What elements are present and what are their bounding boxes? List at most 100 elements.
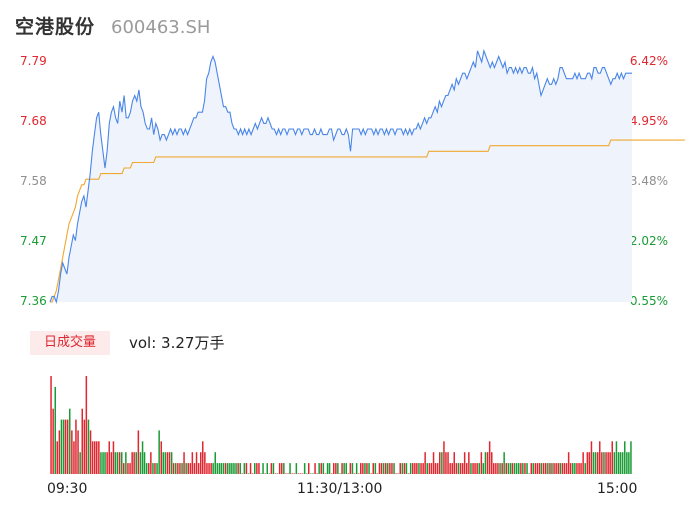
average-price-line — [50, 139, 685, 303]
volume-bar — [114, 452, 117, 474]
volume-bar — [98, 441, 100, 474]
volume-bar — [368, 463, 370, 474]
volume-bar — [399, 463, 401, 474]
volume-bar — [69, 408, 71, 474]
volume-bar — [478, 463, 480, 474]
volume-bar — [335, 463, 337, 474]
volume-bar — [345, 463, 347, 474]
price-tick-label: 7.58 — [20, 174, 47, 188]
volume-bar — [110, 452, 113, 474]
volume-bar — [349, 463, 352, 474]
volume-bar — [503, 452, 505, 474]
volume-bar — [341, 463, 343, 474]
price-area — [50, 50, 632, 302]
volume-bar — [353, 473, 356, 474]
volume-bar — [395, 473, 397, 474]
volume-bar — [262, 463, 264, 474]
volume-bar — [563, 463, 566, 474]
volume-bar — [58, 430, 61, 474]
volume-bar — [89, 430, 92, 474]
volume-bar — [389, 463, 391, 474]
volume-bar — [247, 473, 250, 474]
volume-bar — [515, 463, 518, 474]
volume-bar — [590, 441, 593, 474]
volume-bar — [283, 463, 285, 474]
volume-badge[interactable]: 日成交量 — [30, 331, 110, 355]
volume-bar — [127, 463, 129, 474]
volume-bar — [177, 463, 179, 474]
volume-bar — [613, 452, 616, 474]
volume-bar — [135, 452, 137, 474]
volume-bar — [420, 463, 422, 474]
volume-bar — [314, 463, 316, 474]
price-tick-label: 7.47 — [20, 234, 47, 248]
volume-bar — [569, 463, 572, 474]
volume-bar — [183, 452, 185, 474]
stock-code: 600463.SH — [111, 17, 211, 38]
volume-bar — [572, 463, 574, 474]
volume-bar — [524, 463, 526, 474]
volume-bar — [457, 463, 460, 474]
volume-bar — [148, 463, 150, 474]
volume-bar — [220, 463, 223, 474]
volume-bar — [528, 473, 530, 474]
volume-bar — [414, 463, 416, 474]
volume-bar — [549, 463, 551, 474]
volume-bar — [455, 463, 458, 474]
volume-bar — [412, 463, 414, 474]
volume-bar — [131, 452, 133, 474]
volume-bar — [258, 463, 260, 474]
volume-bar — [106, 452, 108, 474]
volume-bar — [474, 463, 476, 474]
volume-bar — [129, 463, 131, 474]
volume-bar — [91, 441, 94, 474]
volume-bar — [626, 452, 628, 474]
volume-bar — [301, 473, 304, 474]
volume-bar — [191, 452, 194, 474]
volume-bar — [449, 463, 451, 474]
volume-bar — [416, 463, 418, 474]
volume-bar — [534, 463, 537, 474]
volume-bar — [480, 452, 483, 474]
volume-bar — [287, 473, 289, 474]
volume-bar — [50, 376, 52, 474]
volume-bar — [175, 463, 177, 474]
volume-bar — [576, 463, 578, 474]
volume-bar — [278, 463, 281, 474]
volume-bar — [320, 463, 322, 474]
volume-bar — [195, 452, 198, 474]
volume-bar — [586, 452, 589, 474]
volume-bar — [611, 441, 613, 474]
volume-bar — [264, 473, 266, 474]
volume-bar — [559, 463, 561, 474]
volume-bar — [123, 463, 125, 474]
volume-bar — [522, 463, 524, 474]
stock-name: 空港股份 — [15, 16, 96, 38]
volume-bar — [229, 463, 231, 474]
price-tick-label: 7.79 — [20, 54, 47, 68]
volume-bar — [137, 430, 140, 474]
volume-bar — [409, 463, 412, 474]
percent-tick-label: 2.02% — [629, 234, 668, 248]
volume-bar — [451, 463, 453, 474]
volume-bar — [222, 463, 225, 474]
volume-bar — [617, 452, 620, 474]
volume-bar — [87, 419, 90, 474]
volume-bar — [154, 463, 156, 474]
volume-bar — [615, 441, 618, 474]
volume-bar — [594, 452, 597, 474]
percent-tick-label: 0.55% — [629, 294, 668, 308]
volume-bar — [197, 463, 200, 474]
volume-bar — [542, 463, 545, 474]
volume-bar — [75, 419, 77, 474]
volume-bar — [545, 463, 547, 474]
volume-bar — [231, 463, 233, 474]
volume-bar — [81, 408, 83, 474]
volume-bar — [360, 463, 362, 474]
volume-bar — [324, 473, 327, 474]
volume-bar — [436, 463, 439, 474]
volume-bar — [441, 452, 443, 474]
volume-bar — [185, 463, 187, 474]
volume-bar — [553, 463, 555, 474]
